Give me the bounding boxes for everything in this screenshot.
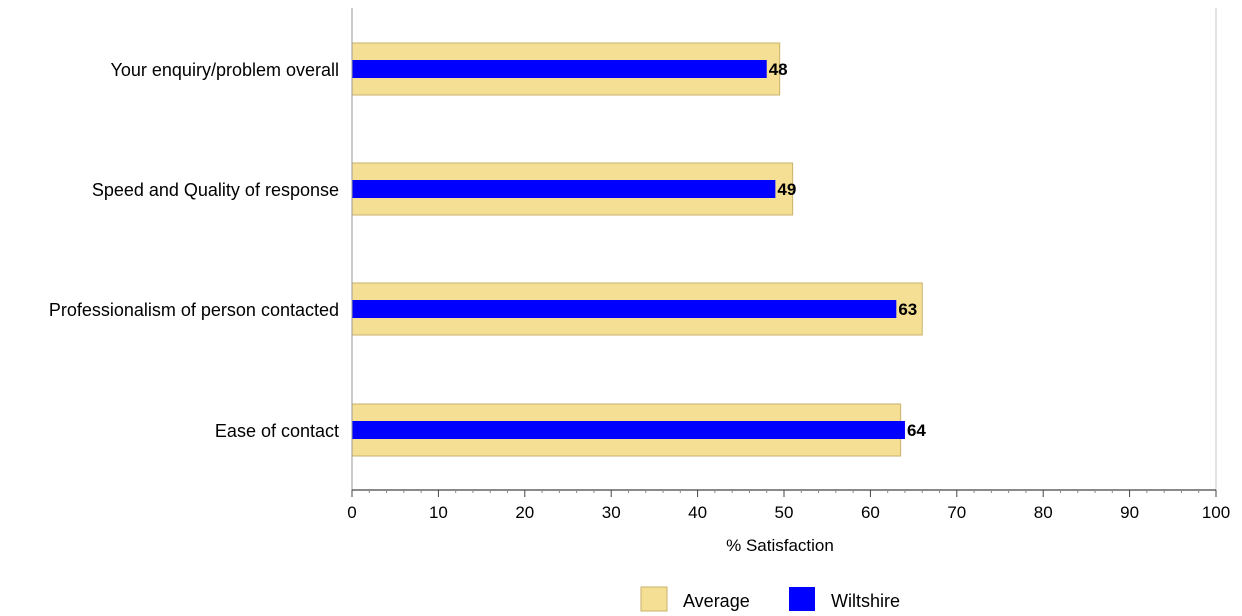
x-tick-label: 90 <box>1120 503 1139 522</box>
legend-swatch <box>640 586 668 612</box>
value-label: 48 <box>769 60 788 79</box>
value-label: 49 <box>777 180 796 199</box>
category-label: Speed and Quality of response <box>92 180 339 200</box>
x-tick-label: 40 <box>688 503 707 522</box>
x-axis: 0 10 20 30 40 50 60 70 80 90 100 <box>347 8 1230 522</box>
x-tick-label: 20 <box>515 503 534 522</box>
value-label: 64 <box>907 421 926 440</box>
bar-wiltshire <box>352 180 776 198</box>
x-tick-label: 100 <box>1202 503 1230 522</box>
x-tick-label: 70 <box>947 503 966 522</box>
category-label: Professionalism of person contacted <box>49 300 339 320</box>
x-tick-label: 60 <box>861 503 880 522</box>
legend: Average Wiltshire <box>640 586 900 612</box>
bar-wiltshire <box>352 421 905 439</box>
bar-wiltshire <box>352 300 897 318</box>
legend-label: Wiltshire <box>831 591 900 611</box>
category-label: Ease of contact <box>215 421 339 441</box>
category-label: Your enquiry/problem overall <box>111 60 339 80</box>
legend-label: Average <box>683 591 750 611</box>
x-tick-label: 80 <box>1034 503 1053 522</box>
x-tick-label: 10 <box>429 503 448 522</box>
value-label: 63 <box>898 300 917 319</box>
x-tick-label: 50 <box>775 503 794 522</box>
bars-layer: 48 Your enquiry/problem overall 49 Speed an… <box>49 42 926 457</box>
x-tick-label: 30 <box>602 503 621 522</box>
bar-wiltshire <box>352 60 767 78</box>
legend-swatch <box>789 587 815 611</box>
x-axis-title: % Satisfaction <box>726 536 834 555</box>
x-tick-label: 0 <box>347 503 356 522</box>
